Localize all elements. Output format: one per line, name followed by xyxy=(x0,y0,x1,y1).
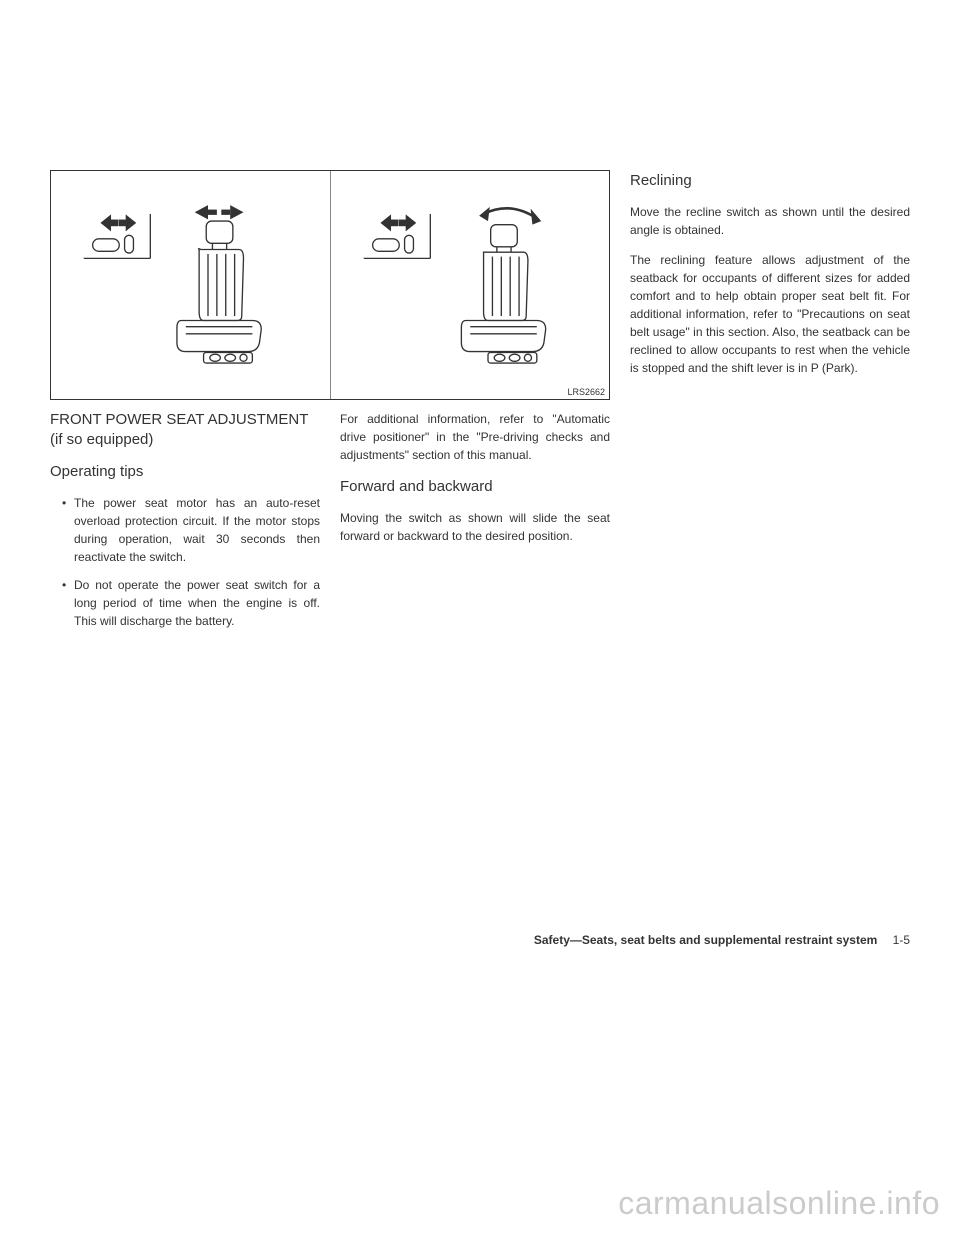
figure-panel-forward-backward xyxy=(51,171,331,399)
text-cols-under-figure: FRONT POWER SEAT ADJUSTMENT (if so equip… xyxy=(50,410,610,640)
heading-front-power-seat: FRONT POWER SEAT ADJUSTMENT (if so equip… xyxy=(50,410,320,449)
figure-label: LRS2662 xyxy=(567,387,605,397)
footer-page-number: 1-5 xyxy=(893,933,910,947)
list-item: Do not operate the power seat switch for… xyxy=(62,576,320,630)
seat-reclining-diagram xyxy=(346,186,595,384)
text-col-2: For additional information, refer to "Au… xyxy=(340,410,610,640)
reclining-text-2: The reclining feature allows adjustment … xyxy=(630,251,910,377)
reclining-text-1: Move the recline switch as shown until t… xyxy=(630,203,910,239)
left-two-cols-wrapper: LRS2662 FRONT POWER SEAT ADJUSTMENT (if … xyxy=(50,170,610,640)
operating-tips-list: The power seat motor has an auto-reset o… xyxy=(50,494,320,630)
footer-section-title: Safety—Seats, seat belts and supplementa… xyxy=(534,933,877,947)
additional-info-text: For additional information, refer to "Au… xyxy=(340,410,610,464)
heading-reclining: Reclining xyxy=(630,170,910,193)
seat-forward-backward-diagram xyxy=(66,186,315,384)
page-footer: Safety—Seats, seat belts and supplementa… xyxy=(534,933,910,947)
list-item: The power seat motor has an auto-reset o… xyxy=(62,494,320,566)
page-content: LRS2662 FRONT POWER SEAT ADJUSTMENT (if … xyxy=(0,0,960,640)
text-col-1: FRONT POWER SEAT ADJUSTMENT (if so equip… xyxy=(50,410,320,640)
watermark-text: carmanualsonline.info xyxy=(618,1185,940,1222)
heading-operating-tips: Operating tips xyxy=(50,461,320,484)
three-columns: LRS2662 FRONT POWER SEAT ADJUSTMENT (if … xyxy=(50,170,910,640)
forward-backward-text: Moving the switch as shown will slide th… xyxy=(340,509,610,545)
heading-forward-backward: Forward and backward xyxy=(340,476,610,499)
figure-box: LRS2662 xyxy=(50,170,610,400)
text-col-3: Reclining Move the recline switch as sho… xyxy=(630,170,910,640)
figure-panel-reclining xyxy=(331,171,610,399)
